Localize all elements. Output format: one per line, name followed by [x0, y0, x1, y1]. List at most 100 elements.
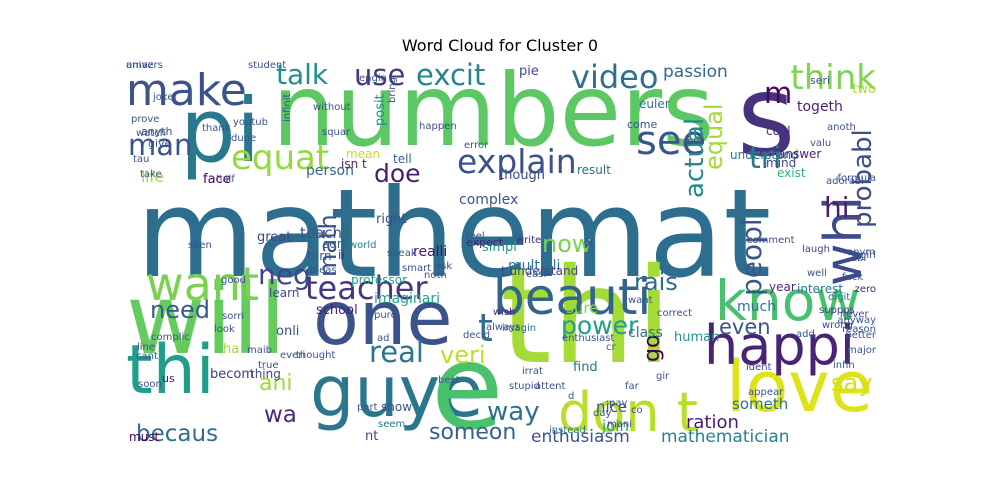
word-64: find — [573, 360, 598, 375]
word-166: maib — [247, 345, 272, 356]
word-153: half — [216, 174, 235, 185]
word-88: complex — [459, 192, 519, 208]
word-85: cool — [766, 124, 791, 138]
word-56: two — [852, 82, 876, 97]
word-199: cr — [606, 342, 616, 353]
word-2: thi — [500, 240, 673, 394]
word-59: enthusiasm — [531, 427, 630, 446]
word-134: wish — [493, 307, 516, 318]
word-9: e — [431, 318, 504, 446]
word-103: must — [129, 430, 160, 444]
word-0: mathemat — [136, 163, 772, 305]
word-24: excit — [416, 61, 486, 92]
word-168: pure — [374, 310, 397, 321]
word-86: answer — [778, 147, 822, 161]
word-31: m — [764, 76, 793, 110]
word-84: mind — [766, 156, 797, 170]
word-98: school — [316, 303, 358, 318]
word-11: love — [726, 346, 873, 428]
word-131: co — [631, 405, 643, 416]
word-192: engin — [359, 73, 387, 84]
word-28: t — [478, 306, 493, 350]
word-136: stupid — [509, 381, 540, 392]
word-201: amaz — [126, 61, 154, 71]
word-91: expect — [466, 236, 504, 249]
word-110: though — [499, 168, 546, 183]
word-82: exist — [777, 166, 806, 180]
word-77: posit — [373, 94, 388, 127]
word-55: pie — [519, 64, 539, 79]
word-67: human — [674, 330, 720, 345]
word-47: even — [719, 315, 771, 339]
word-141: joke — [153, 92, 174, 103]
word-155: take — [140, 169, 162, 180]
word-79: isn t — [341, 157, 367, 171]
word-13: beauti — [493, 268, 652, 326]
word-128: far — [625, 381, 639, 392]
word-100: thing — [250, 367, 281, 381]
word-198: correct — [657, 308, 693, 319]
word-49: way — [487, 397, 540, 427]
word-36: neg — [258, 258, 311, 291]
word-80: tell — [393, 152, 412, 166]
word-186: better — [845, 330, 876, 341]
word-52: becaus — [136, 421, 219, 446]
word-17: want — [146, 257, 260, 311]
word-159: complic — [151, 332, 190, 343]
word-20: explain — [457, 142, 577, 181]
word-113: ask — [435, 261, 453, 272]
word-63: mathematician — [661, 427, 790, 446]
word-154: tau — [133, 154, 150, 165]
word-112: feel — [466, 231, 485, 242]
word-106: sqrt — [323, 237, 347, 251]
word-171: best — [438, 375, 460, 386]
word-195: easi — [526, 269, 547, 280]
word-16: make — [126, 65, 247, 116]
word-151: valu — [810, 138, 832, 149]
word-185: major — [847, 345, 876, 356]
word-7: guye — [310, 351, 484, 433]
word-187: anyway — [837, 315, 876, 326]
word-188: cant — [136, 351, 158, 362]
word-160: everi — [280, 350, 306, 361]
word-163: good — [221, 275, 246, 286]
word-38: doe — [374, 159, 421, 188]
word-162: pleas — [310, 265, 337, 276]
word-61: join — [602, 417, 630, 435]
word-177: gir — [656, 371, 670, 382]
word-96: onli — [276, 324, 300, 339]
word-125: add — [796, 329, 815, 340]
word-39: rais — [634, 268, 678, 296]
word-167: true — [258, 360, 279, 371]
word-173: noth — [424, 270, 447, 281]
word-132: mani — [607, 419, 632, 430]
word-29: hi — [824, 191, 850, 224]
word-191: happen — [419, 121, 457, 132]
word-144: watch — [136, 128, 167, 139]
word-99: learn — [269, 286, 300, 300]
word-33: peopl — [735, 218, 768, 296]
word-6: one — [313, 274, 453, 362]
word-44: now — [542, 230, 592, 258]
word-194: seen — [188, 240, 212, 251]
word-74: person — [306, 163, 354, 179]
word-139: student — [248, 61, 287, 71]
word-25: video — [571, 61, 659, 96]
word-65: nice — [596, 398, 628, 416]
word-73: great — [257, 230, 292, 245]
word-76: face — [203, 172, 231, 187]
word-5: will — [126, 263, 287, 376]
word-94: year — [769, 280, 796, 294]
word-189: infinit — [282, 93, 293, 123]
word-124: wrong — [822, 320, 853, 331]
word-146: thank — [202, 123, 231, 134]
word-184: reason — [842, 324, 876, 335]
word-143: give — [148, 137, 172, 150]
word-200: enthusiast — [562, 333, 615, 344]
word-68: much — [737, 299, 777, 315]
word-142: anyth — [141, 125, 173, 138]
word-176: soon — [138, 379, 162, 390]
word-1: numbers — [272, 61, 715, 169]
word-145: youtub — [233, 117, 268, 128]
word-81: result — [577, 163, 611, 177]
